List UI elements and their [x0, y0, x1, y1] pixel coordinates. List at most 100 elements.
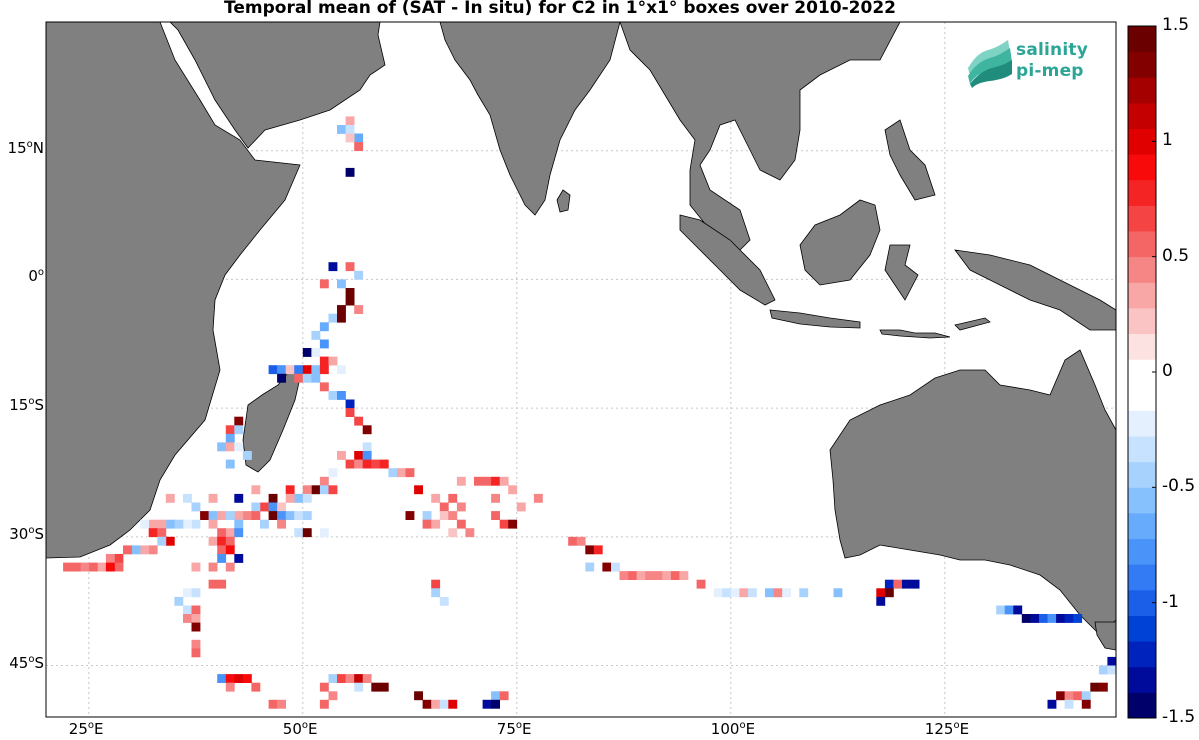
heatmap-cell [354, 451, 364, 460]
colorbar-segment [1128, 641, 1156, 668]
heatmap-cell [422, 699, 432, 709]
heatmap-cell [157, 536, 167, 546]
heatmap-cell [234, 493, 244, 503]
heatmap-cell [1116, 657, 1125, 666]
heatmap-cell [508, 519, 518, 529]
heatmap-cell [354, 459, 364, 469]
heatmap-cell [191, 562, 201, 572]
arabia [169, 22, 386, 149]
heatmap-cell [910, 579, 920, 589]
colorbar-segment [1128, 205, 1156, 232]
heatmap-cell [1107, 665, 1116, 675]
heatmap-cell [499, 476, 509, 486]
heatmap-cell [191, 605, 201, 615]
heatmap-cell [636, 571, 646, 580]
heatmap-cell [191, 588, 201, 598]
heatmap-cell [319, 476, 329, 486]
land-layer [46, 22, 1116, 651]
heatmap-cell [319, 528, 329, 538]
heatmap-cell [491, 691, 500, 701]
heatmap-cell [268, 493, 278, 503]
heatmap-cell [345, 399, 355, 409]
heatmap-cell [585, 545, 595, 555]
heatmap-cell [747, 588, 757, 598]
heatmap-cell [311, 365, 321, 375]
heatmap-cell [217, 674, 227, 683]
heatmap-cell [362, 425, 372, 435]
heatmap-cell [277, 502, 286, 512]
heatmap-cell [234, 425, 244, 435]
heatmap-cell [576, 536, 586, 546]
heatmap-cell [456, 519, 466, 529]
southeast-asia [619, 22, 901, 251]
colorbar-segment [1128, 692, 1156, 719]
latitude-label: 15oN [7, 138, 44, 157]
heatmap-cell [448, 511, 458, 520]
heatmap-cell [474, 476, 483, 486]
heatmap-cell [225, 536, 235, 546]
heatmap-cell [337, 313, 346, 323]
heatmap-cell [482, 699, 492, 709]
heatmap-cell [225, 682, 235, 692]
philippines [884, 119, 936, 201]
heatmap-cell [319, 279, 329, 289]
heatmap-cells [63, 116, 1125, 709]
longitude-label: 50oE [282, 720, 318, 738]
heatmap-cell [191, 648, 201, 658]
latitude-label: 0o [28, 267, 44, 286]
heatmap-cell [114, 562, 124, 572]
heatmap-cell [174, 519, 184, 529]
heatmap-cell [653, 571, 663, 580]
heatmap-cell [1039, 614, 1048, 623]
colorbar-tick-label: -1.5 [1162, 707, 1196, 727]
heatmap-cell [345, 116, 355, 126]
heatmap-cell [311, 330, 321, 340]
sri-lanka [556, 189, 571, 213]
heatmap-cell [379, 682, 389, 692]
heatmap-cell [114, 554, 124, 563]
heatmap-cell [431, 588, 441, 598]
logo-text-salinity: salinity [1016, 40, 1088, 60]
heatmap-cell [533, 493, 543, 503]
heatmap-cell [439, 699, 449, 709]
longitude-label: 100oE [710, 720, 756, 738]
heatmap-cell [294, 493, 304, 503]
heatmap-cell [191, 622, 201, 632]
heatmap-cell [397, 468, 406, 478]
heatmap-cell [251, 511, 261, 520]
heatmap-cell [337, 305, 346, 314]
colorbar-tick-label: -1 [1162, 591, 1179, 612]
heatmap-cell [80, 562, 90, 572]
heatmap-cell [183, 493, 192, 503]
india-subcontinent [439, 22, 621, 216]
heatmap-cell [225, 442, 235, 452]
heatmap-cell [242, 451, 252, 460]
heatmap-cell [1081, 691, 1091, 701]
heatmap-cell [362, 442, 372, 452]
heatmap-cell [268, 502, 278, 512]
heatmap-cell [884, 579, 894, 589]
heatmap-cell [319, 322, 329, 332]
heatmap-cell [414, 691, 423, 701]
heatmap-cell [131, 545, 141, 555]
heatmap-cell [1107, 656, 1116, 666]
heatmap-cell [876, 588, 886, 598]
colorbar-segment [1128, 77, 1156, 104]
heatmap-cell [1064, 699, 1074, 709]
longitude-label: 75oE [496, 720, 532, 738]
heatmap-cell [362, 674, 372, 683]
heatmap-cell [345, 262, 355, 272]
heatmap-cell [662, 571, 672, 580]
wave-logo-icon [968, 40, 1012, 88]
heatmap-cell [1064, 614, 1074, 623]
heatmap-cell [302, 493, 312, 503]
heatmap-cell [354, 682, 364, 692]
heatmap-cell [251, 682, 261, 692]
latitude-label: 45oS [9, 653, 44, 672]
colorbar-segment [1128, 461, 1156, 488]
heatmap-cell [260, 502, 269, 512]
heatmap-cell [345, 288, 355, 297]
heatmap-cell [277, 519, 286, 529]
heatmap-cell [319, 339, 329, 349]
heatmap-cell [328, 674, 338, 683]
